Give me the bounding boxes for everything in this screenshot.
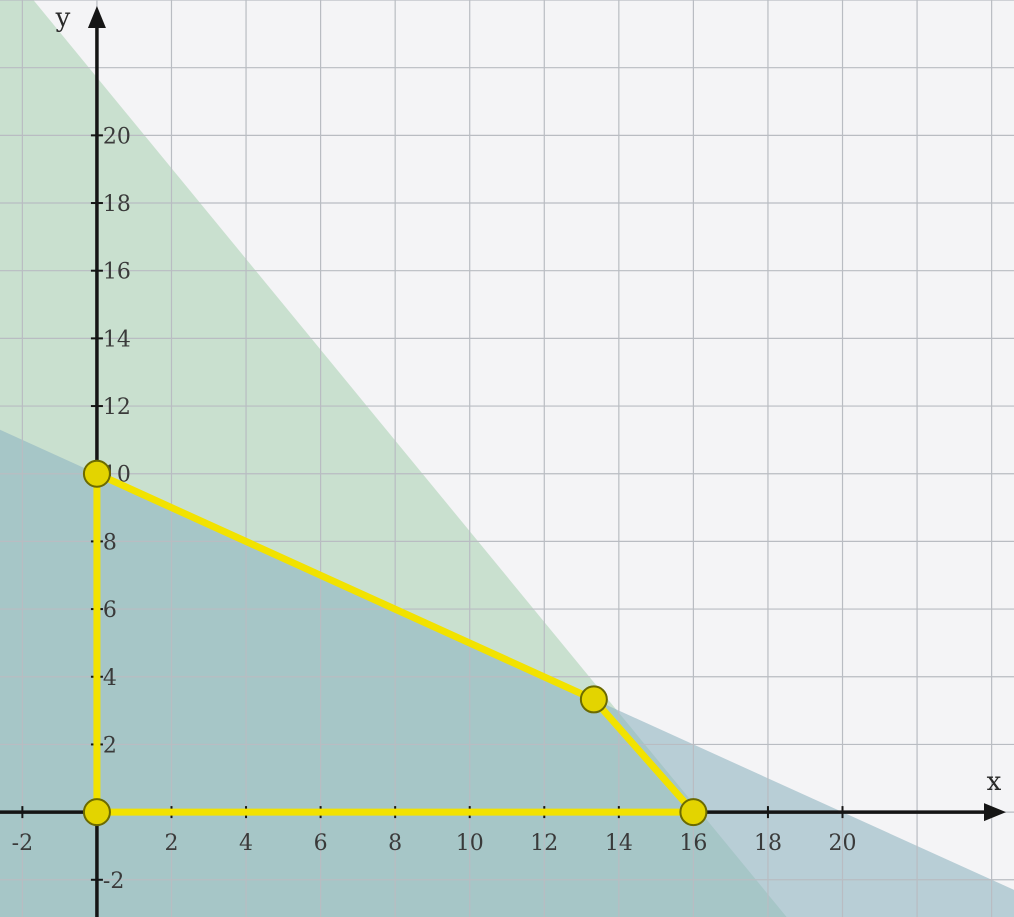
x-tick-label: 14 — [605, 831, 633, 856]
y-axis-arrow-icon — [87, 6, 106, 28]
x-tick-label: 8 — [388, 831, 402, 856]
vertex-point — [82, 798, 111, 827]
x-tick-label: 2 — [164, 831, 178, 856]
vertex-point — [579, 685, 608, 714]
y-tick-label: 12 — [103, 395, 131, 420]
x-axis-label: x — [987, 767, 1002, 797]
y-tick-label: 2 — [103, 733, 117, 758]
vertex-point — [82, 459, 111, 488]
y-tick-label: 16 — [103, 260, 131, 285]
x-tick-label: 18 — [754, 831, 782, 856]
y-axis-label: y — [55, 3, 71, 33]
x-tick-label: 4 — [239, 831, 253, 856]
y-tick-label: 6 — [103, 598, 117, 623]
x-axis-arrow-icon — [984, 803, 1006, 822]
x-tick-label: 6 — [314, 831, 328, 856]
y-tick-label: 18 — [103, 192, 131, 217]
vertex-point — [679, 798, 708, 827]
x-tick-label: 12 — [530, 831, 558, 856]
x-tick-label: 16 — [679, 831, 707, 856]
x-tick-label: -2 — [12, 831, 33, 856]
y-tick-label: 8 — [103, 530, 117, 555]
vertex-points — [82, 459, 708, 827]
y-tick-label: 4 — [103, 666, 117, 691]
constraint-region-2 — [0, 429, 1014, 917]
y-tick-label: -2 — [103, 869, 124, 894]
x-tick-label: 10 — [456, 831, 484, 856]
y-tick-label: 14 — [103, 327, 131, 352]
y-tick-label: 20 — [103, 124, 131, 149]
x-tick-label: 20 — [829, 831, 857, 856]
